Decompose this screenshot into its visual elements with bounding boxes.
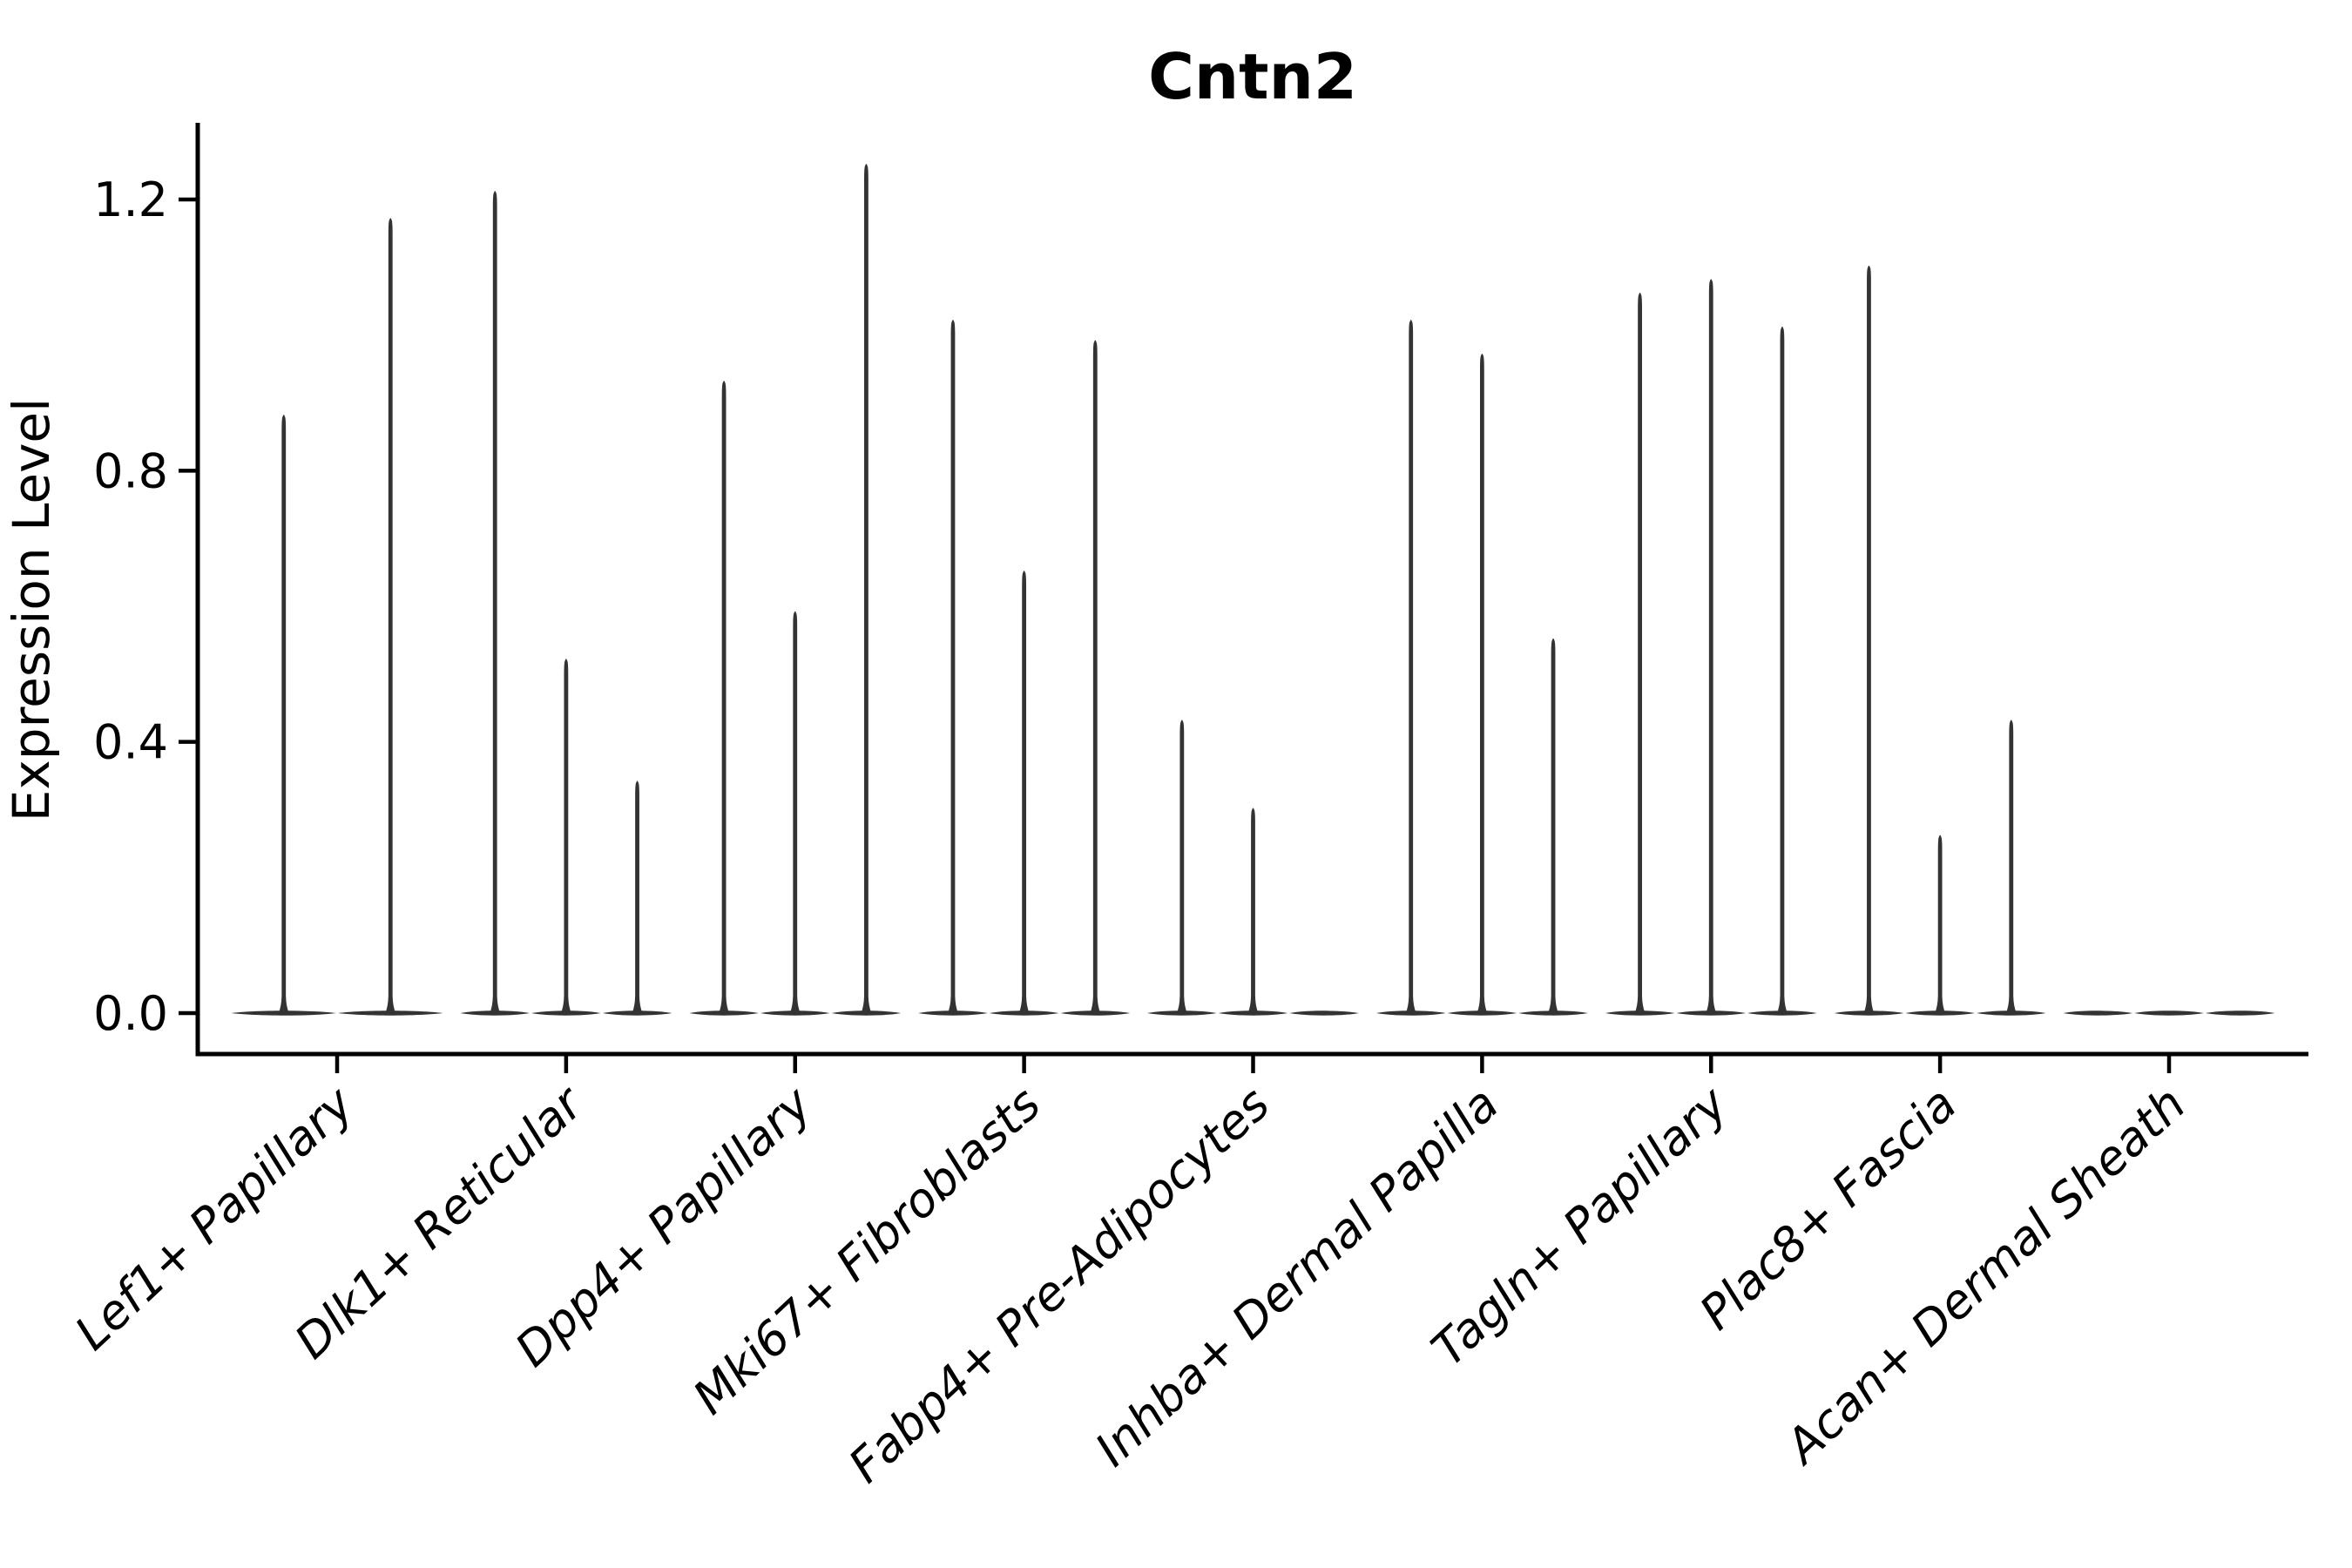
x-tick-label: Fabp4+ Pre-Adipocytes (838, 1076, 1280, 1493)
axes-layer (179, 123, 2308, 1073)
violin-needle (1634, 292, 1646, 1013)
violin-needle (385, 218, 396, 1014)
violin-needle (1548, 638, 1559, 1013)
y-tick-label: 1.2 (93, 172, 168, 227)
violin-base (2205, 1010, 2275, 1016)
violins-layer (231, 164, 2275, 1016)
violin-base (2134, 1010, 2204, 1016)
violin-needle (278, 415, 289, 1014)
violin-needle (2005, 720, 2017, 1013)
violin-needle (1706, 279, 1717, 1014)
violin-needle (560, 659, 571, 1013)
violin-needle (861, 164, 872, 1013)
violin-needle (1776, 326, 1788, 1013)
violin-needle (1018, 571, 1030, 1013)
violin-needle (632, 781, 643, 1013)
violin-base (1289, 1010, 1359, 1016)
y-tick-labels-layer: 0.0 0.4 0.8 1.2 (93, 172, 168, 1041)
x-tick-label: Inhba+ Dermal Papilla (1085, 1076, 1509, 1477)
violin-base (2063, 1010, 2133, 1016)
y-tick-label: 0.4 (93, 715, 168, 770)
y-tick-label: 0.8 (93, 443, 168, 498)
violin-needle (1090, 340, 1101, 1013)
violin-needle (490, 191, 501, 1013)
violin-needle (1405, 320, 1416, 1013)
violin-needle (947, 320, 958, 1013)
violin-needle (1863, 265, 1875, 1013)
x-tick-label: Acan+ Dermal Sheath (1774, 1076, 2196, 1475)
y-tick-label: 0.0 (93, 986, 168, 1041)
violin-needle (719, 381, 730, 1014)
violin-needle (1247, 808, 1259, 1013)
violin-needle (1477, 354, 1488, 1013)
chart-title: Cntn2 (1148, 40, 1357, 113)
violin-needle (1935, 835, 1946, 1013)
violin-needle (789, 611, 801, 1013)
violin-needle (1176, 720, 1187, 1013)
y-axis-label: Expression Level (2, 398, 61, 821)
